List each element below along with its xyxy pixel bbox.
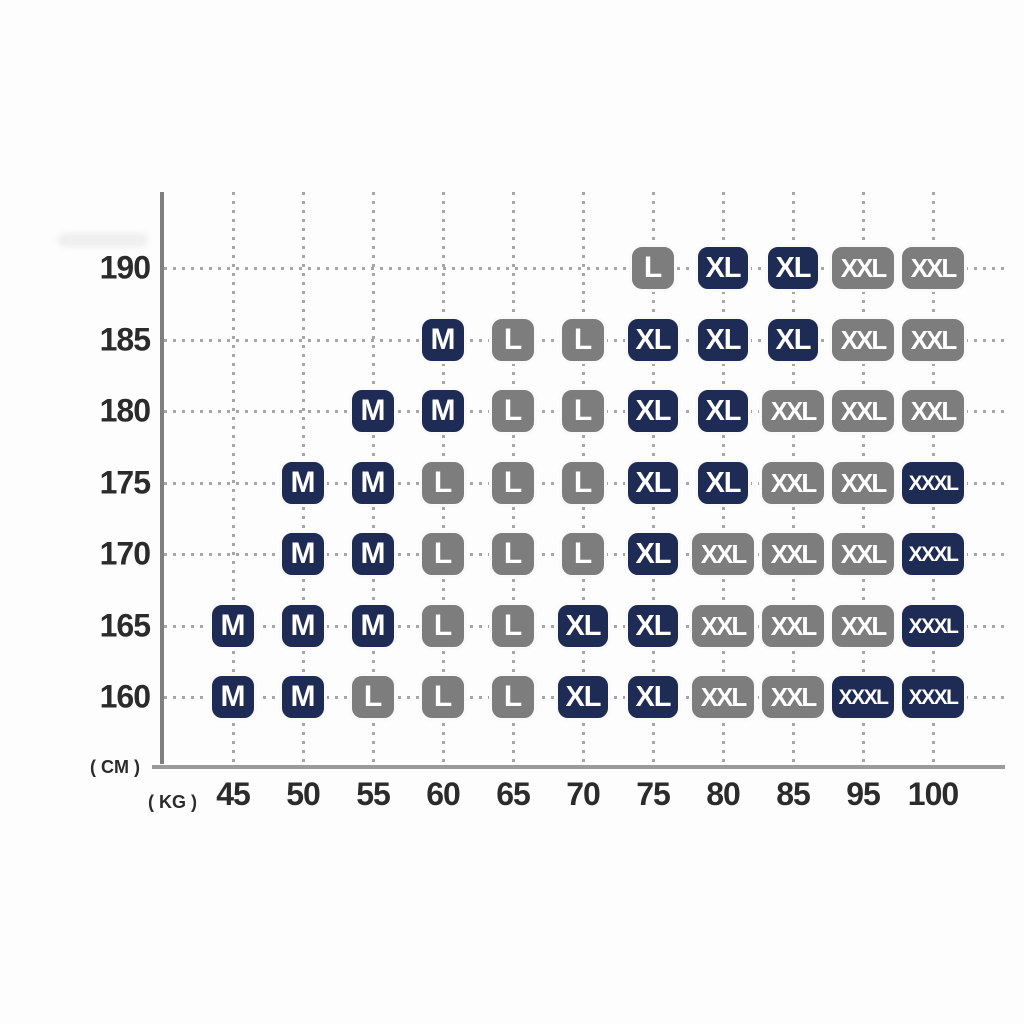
size-badge: XXL	[829, 602, 897, 650]
size-badge: M	[279, 602, 327, 650]
size-badge: M	[349, 387, 397, 435]
size-badge: XL	[625, 316, 681, 364]
x-tick-label: 95	[846, 776, 881, 812]
x-tick-label: 65	[496, 776, 531, 812]
size-badge: L	[419, 673, 467, 721]
scan-artifact	[58, 233, 148, 247]
size-badge: M	[419, 387, 467, 435]
size-badge: XL	[555, 602, 611, 650]
size-badge: XXXL	[899, 530, 967, 578]
size-badge: XXL	[829, 244, 897, 292]
size-badge: XL	[695, 387, 751, 435]
x-tick-label: 70	[566, 776, 601, 812]
size-badge: XL	[765, 244, 821, 292]
size-badge: XL	[625, 673, 681, 721]
horizontal-gridline	[164, 267, 1004, 270]
size-badge: M	[349, 459, 397, 507]
size-badge: L	[559, 530, 607, 578]
y-tick-label: 165	[99, 607, 151, 644]
x-tick-label: 80	[706, 776, 741, 812]
size-badge: M	[279, 459, 327, 507]
vertical-gridline	[232, 192, 235, 764]
size-badge: XXL	[689, 530, 757, 578]
size-badge: L	[419, 602, 467, 650]
y-tick-label: 180	[99, 392, 151, 429]
y-tick-label: 170	[99, 535, 151, 572]
size-badge: XXL	[899, 387, 967, 435]
size-badge: XL	[625, 530, 681, 578]
size-badge: XL	[555, 673, 611, 721]
size-badge: M	[209, 673, 257, 721]
size-badge: XXL	[899, 316, 967, 364]
x-tick-label: 75	[636, 776, 671, 812]
size-badge: M	[279, 530, 327, 578]
y-tick-label: 190	[99, 249, 151, 286]
y-tick-label: 160	[99, 678, 151, 715]
y-tick-label: 175	[99, 464, 151, 501]
size-badge: L	[489, 387, 537, 435]
size-badge: L	[489, 673, 537, 721]
size-badge: M	[349, 602, 397, 650]
size-badge: XL	[695, 459, 751, 507]
size-badge: XL	[625, 459, 681, 507]
y-axis-line	[160, 192, 164, 764]
size-badge: XXXL	[899, 602, 967, 650]
size-badge: XL	[695, 316, 751, 364]
size-badge: L	[629, 244, 677, 292]
size-badge: L	[559, 459, 607, 507]
x-tick-label: 85	[776, 776, 811, 812]
size-badge: L	[349, 673, 397, 721]
x-tick-label: 55	[356, 776, 391, 812]
size-badge: XXL	[759, 673, 827, 721]
size-badge: XXL	[899, 244, 967, 292]
x-tick-label: 100	[907, 776, 959, 812]
size-badge: XL	[765, 316, 821, 364]
size-badge: XXL	[829, 530, 897, 578]
x-tick-label: 45	[216, 776, 251, 812]
size-badge: XL	[695, 244, 751, 292]
size-badge: L	[559, 316, 607, 364]
size-badge: XXL	[829, 459, 897, 507]
size-badge: XXL	[689, 673, 757, 721]
x-tick-label: 50	[286, 776, 321, 812]
x-axis-line	[152, 765, 1005, 769]
size-badge: L	[559, 387, 607, 435]
size-badge: L	[489, 459, 537, 507]
size-badge: XXXL	[829, 673, 897, 721]
size-badge: M	[419, 316, 467, 364]
x-tick-label: 60	[426, 776, 461, 812]
size-badge: XXL	[829, 316, 897, 364]
size-badge: XL	[625, 387, 681, 435]
size-badge: M	[279, 673, 327, 721]
size-badge: XXL	[689, 602, 757, 650]
size-badge: XXL	[829, 387, 897, 435]
y-tick-label: 185	[99, 321, 151, 358]
size-badge: M	[349, 530, 397, 578]
size-badge: XXL	[759, 602, 827, 650]
size-badge: M	[209, 602, 257, 650]
size-badge: XXXL	[899, 459, 967, 507]
size-badge: L	[489, 602, 537, 650]
size-badge: XXL	[759, 459, 827, 507]
size-badge: L	[419, 530, 467, 578]
size-badge: XXL	[759, 387, 827, 435]
size-badge: XXXL	[899, 673, 967, 721]
size-badge: XXL	[759, 530, 827, 578]
size-badge: L	[419, 459, 467, 507]
size-badge: XL	[625, 602, 681, 650]
y-axis-unit-label: ( CM )	[90, 757, 140, 777]
size-badge: L	[489, 530, 537, 578]
x-axis-unit-label: ( KG )	[148, 792, 197, 812]
size-badge: L	[489, 316, 537, 364]
